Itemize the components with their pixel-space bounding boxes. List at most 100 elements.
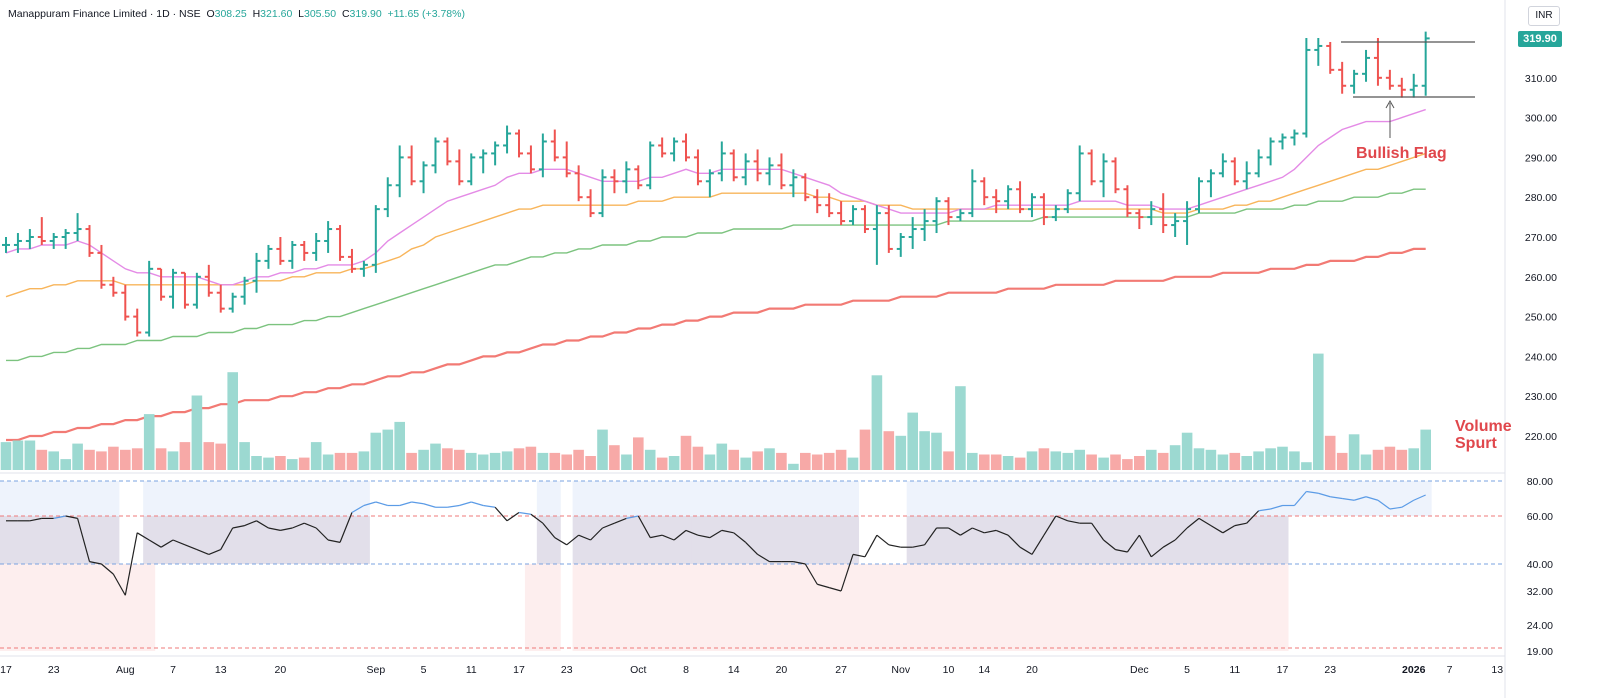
rsi-segment bbox=[1162, 539, 1176, 548]
time-tick: Sep bbox=[366, 664, 385, 676]
volume-bar bbox=[215, 443, 226, 470]
ohlc-bar bbox=[586, 189, 595, 218]
ohlc-bar bbox=[431, 137, 440, 174]
ohlc-bar bbox=[252, 252, 261, 293]
volume-bar bbox=[1313, 353, 1324, 470]
volume-bar bbox=[764, 448, 775, 470]
ohlc-bar bbox=[968, 169, 977, 218]
volume-bar bbox=[1002, 456, 1014, 470]
volume-bar bbox=[275, 456, 286, 470]
volume-bar bbox=[668, 456, 680, 470]
ohlc-bar bbox=[1075, 145, 1084, 202]
rsi-segment bbox=[112, 573, 126, 596]
ohlc-bar bbox=[395, 145, 404, 198]
volume-bar bbox=[131, 448, 143, 470]
time-tick: 17 bbox=[513, 664, 525, 676]
rsi-tick: 40.00 bbox=[1527, 559, 1553, 571]
volume-bars bbox=[0, 353, 1431, 470]
ohlc-bar bbox=[455, 149, 464, 186]
rsi-segment bbox=[602, 522, 615, 529]
ohlc-bar bbox=[180, 271, 189, 309]
rsi-segment bbox=[1330, 496, 1343, 500]
rsi-zone-low bbox=[0, 564, 156, 651]
rsi-segment bbox=[1055, 515, 1068, 522]
ohlc-bar bbox=[25, 229, 34, 249]
volume-bar bbox=[394, 421, 405, 470]
rsi-segment bbox=[1007, 534, 1021, 548]
volume-bar bbox=[561, 454, 572, 470]
rsi-segment bbox=[1019, 546, 1033, 555]
rsi-zone-mid bbox=[143, 516, 370, 564]
ohlc-bar bbox=[1016, 181, 1025, 214]
volume-bar bbox=[1062, 452, 1074, 470]
ohlc-bar bbox=[1278, 133, 1287, 150]
time-tick: 5 bbox=[1184, 664, 1190, 676]
rsi-segment bbox=[673, 529, 687, 541]
rsi-segment bbox=[1246, 510, 1260, 524]
price-tick: 290.00 bbox=[1525, 152, 1557, 164]
volume-bar bbox=[609, 445, 620, 470]
rsi-zone-high bbox=[572, 481, 693, 516]
ohlc-bar bbox=[240, 276, 249, 305]
ohlc-bar bbox=[753, 149, 762, 182]
ohlc-bar bbox=[717, 141, 726, 182]
ohlc-bar bbox=[634, 165, 643, 190]
rsi-segment bbox=[924, 527, 938, 546]
volume-bar bbox=[454, 449, 465, 470]
volume-bar bbox=[143, 414, 155, 470]
rsi-segment bbox=[804, 563, 818, 585]
ohlc-bar bbox=[693, 149, 702, 186]
rsi-segment bbox=[793, 561, 806, 565]
rsi-segment bbox=[315, 527, 329, 541]
ohlc-bar bbox=[443, 137, 452, 166]
rsi-segment bbox=[244, 520, 257, 527]
volume-bar bbox=[525, 446, 537, 470]
volume-bar bbox=[895, 435, 907, 470]
ohlc-bar bbox=[932, 197, 941, 234]
ema20-line bbox=[5, 108, 1426, 286]
ohlc-bar bbox=[1004, 185, 1013, 210]
ohlc-bar bbox=[192, 272, 201, 309]
time-tick: Dec bbox=[1130, 664, 1149, 676]
volume-bar bbox=[60, 459, 71, 470]
low-label: L bbox=[298, 8, 304, 20]
ohlc-bar bbox=[1218, 153, 1227, 178]
rsi-segment bbox=[590, 527, 603, 541]
volume-bar bbox=[370, 432, 382, 470]
volume-bar bbox=[549, 452, 561, 470]
change-value: +11.65 (+3.78%) bbox=[387, 8, 465, 20]
volume-bar bbox=[1110, 454, 1121, 470]
volume-bar bbox=[36, 449, 48, 470]
ohlc-bar bbox=[145, 260, 154, 337]
time-tick: 7 bbox=[1447, 664, 1453, 676]
rsi-segment bbox=[1210, 525, 1224, 534]
volume-bar bbox=[692, 446, 704, 470]
ohlc-bar bbox=[860, 205, 869, 234]
ohlc-bar bbox=[312, 233, 321, 261]
rsi-segment bbox=[1198, 517, 1212, 527]
rsi-zone-mid bbox=[572, 516, 693, 564]
volume-bar bbox=[955, 386, 966, 470]
volume-bar bbox=[979, 454, 990, 470]
ohlc-bar bbox=[1302, 38, 1311, 138]
ohlc-bar bbox=[574, 165, 583, 202]
ohlc-bar bbox=[514, 129, 523, 158]
volume-bar bbox=[1265, 448, 1276, 470]
ohlc-bar bbox=[1314, 38, 1323, 66]
rsi-segment bbox=[1186, 517, 1200, 529]
rsi-segment bbox=[77, 518, 91, 562]
low-value: 305.50 bbox=[303, 8, 337, 20]
time-tick: Aug bbox=[116, 664, 135, 676]
rsi-zone-high bbox=[906, 481, 1289, 516]
rsi-segment bbox=[518, 511, 532, 515]
price-tick: 250.00 bbox=[1525, 312, 1557, 324]
rsi-segment bbox=[984, 529, 997, 534]
rsi-zone-high bbox=[1276, 481, 1432, 516]
price-tick: 240.00 bbox=[1525, 351, 1557, 363]
volume-bar bbox=[811, 454, 823, 470]
currency-button[interactable]: INR bbox=[1528, 6, 1560, 26]
ohlc-bar bbox=[1397, 77, 1406, 98]
rsi-tick: 32.00 bbox=[1527, 586, 1553, 598]
ohlc-bar bbox=[825, 193, 834, 218]
rsi-segment bbox=[208, 549, 221, 555]
